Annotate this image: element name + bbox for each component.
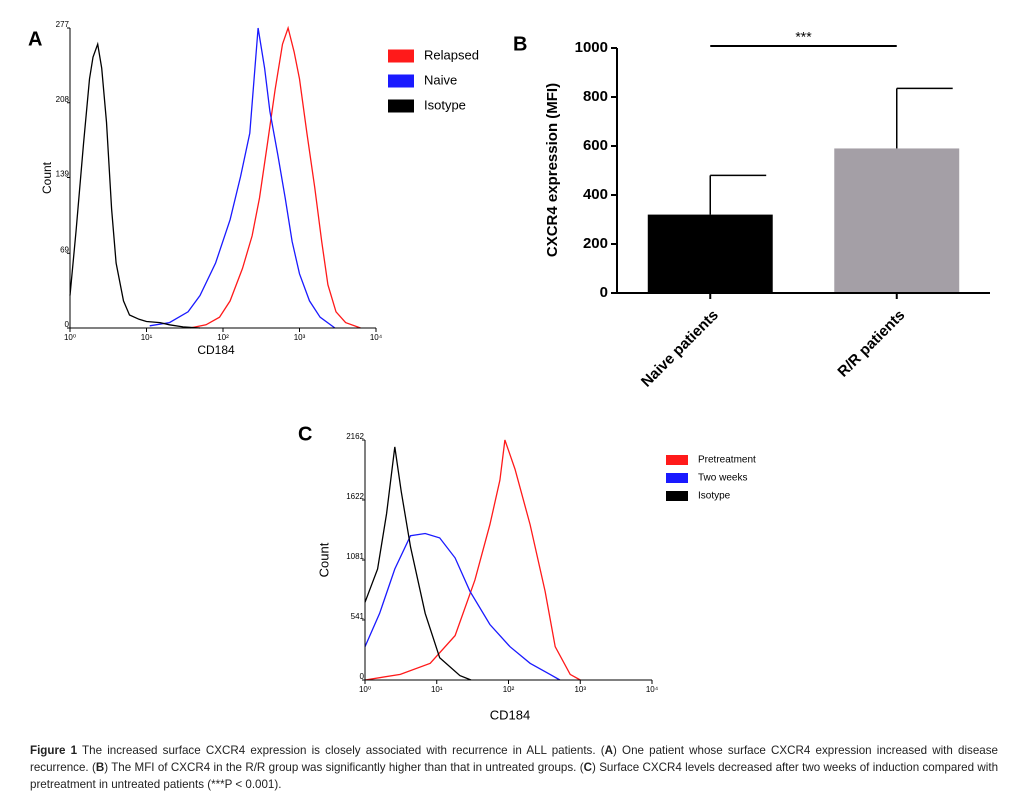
legend-swatch: [388, 99, 414, 113]
x-tick-label: 10³: [574, 685, 586, 694]
significance-label: ***: [795, 29, 812, 45]
caption-run: C: [583, 761, 592, 774]
x-axis-label: CD184: [490, 707, 530, 722]
x-tick-label: 10³: [294, 333, 306, 342]
panel-letter: A: [28, 28, 42, 50]
x-tick-label: 10¹: [431, 685, 443, 694]
legend-swatch: [388, 49, 414, 63]
caption-run: A: [604, 744, 613, 757]
x-tick-label: 10⁴: [646, 685, 659, 694]
y-tick-label: 0: [65, 320, 70, 329]
y-tick-label: 800: [583, 88, 608, 105]
caption-run: ) One patient whose surface CXCR4 expres…: [30, 744, 998, 774]
legend-label: Pretreatment: [698, 455, 756, 466]
histogram-line: [364, 446, 472, 681]
caption-run: ) Surface CXCR4 levels decreased after t…: [30, 761, 999, 791]
histogram-line: [149, 27, 336, 329]
panel-letter: B: [513, 33, 527, 55]
bar: [834, 148, 960, 293]
y-tick-label: 139: [56, 170, 70, 179]
histogram-line: [189, 25, 361, 329]
caption-run: B: [95, 761, 105, 774]
caption-run: Figure 1: [30, 744, 78, 757]
y-tick-label: 1081: [346, 552, 364, 561]
caption-run: The increased surface CXCR4 expression i…: [77, 744, 605, 757]
y-tick-label: 541: [351, 612, 365, 621]
y-tick-label: 69: [60, 245, 69, 254]
x-tick-label: 10⁰: [64, 333, 76, 342]
y-tick-label: 200: [583, 235, 608, 252]
x-tick-label: 10⁰: [359, 685, 371, 694]
x-axis-label: CD184: [197, 343, 235, 357]
legend-label: Naive: [424, 72, 457, 87]
caption: Figure 1 The increased surface CXCR4 exp…: [30, 742, 998, 793]
y-tick-label: 277: [56, 20, 70, 29]
histogram-line: [364, 439, 581, 681]
panel-letter: C: [298, 423, 312, 445]
legend-swatch: [666, 473, 688, 483]
histogram-line: [364, 532, 561, 681]
y-tick-label: 2162: [346, 432, 364, 441]
y-tick-label: 600: [583, 137, 608, 154]
y-tick-label: 208: [56, 95, 70, 104]
caption-run: ) The MFI of CXCR4 in the R/R group was …: [104, 761, 584, 774]
y-tick-label: 1622: [346, 492, 364, 501]
legend-swatch: [666, 455, 688, 465]
legend-label: Isotype: [698, 491, 731, 502]
bar: [647, 214, 773, 293]
legend-swatch: [388, 74, 414, 88]
x-tick-label: R/R patients: [834, 307, 908, 381]
y-tick-label: 0: [360, 672, 365, 681]
y-axis-label: CXCR4 expression (MFI): [544, 83, 561, 257]
y-tick-label: 400: [583, 186, 608, 203]
legend-label: Two weeks: [698, 473, 747, 484]
y-tick-label: 0: [600, 284, 608, 301]
legend-label: Isotype: [424, 97, 466, 112]
legend-label: Relapsed: [424, 47, 479, 62]
x-tick-label: Naive patients: [638, 307, 722, 391]
x-tick-label: 10²: [217, 333, 229, 342]
chart-panels: A 0 69 139 208 277 10⁰ 10¹ 10² 10³ 10⁴ Relapsed Naiv…: [28, 20, 990, 722]
x-tick-label: 10²: [503, 685, 515, 694]
y-tick-label: 1000: [575, 39, 608, 56]
x-tick-label: 10⁴: [370, 333, 383, 342]
x-tick-label: 10¹: [141, 333, 153, 342]
legend-swatch: [666, 491, 688, 501]
y-axis-label: Count: [40, 161, 54, 194]
histogram-line: [69, 41, 201, 329]
y-axis-label: Count: [316, 542, 331, 577]
